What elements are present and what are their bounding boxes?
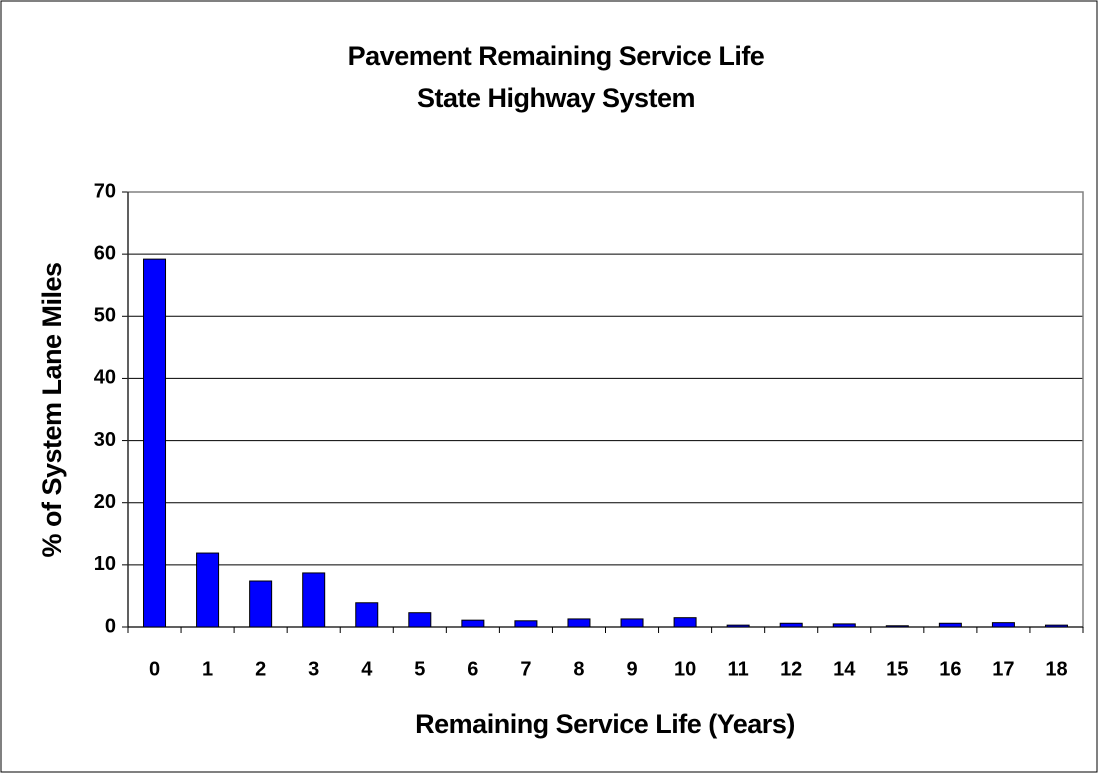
x-tick-label: 15	[886, 658, 908, 680]
x-tick-label: 11	[728, 658, 749, 680]
x-tick-label: 9	[626, 658, 637, 680]
x-tick-label: 1	[202, 658, 213, 680]
y-axis-label: % of System Lane Miles	[37, 262, 67, 557]
x-tick-label: 3	[308, 658, 319, 680]
bar	[673, 617, 697, 628]
bar	[620, 618, 644, 628]
y-tick-label: 10	[94, 553, 116, 575]
x-tick-label: 2	[255, 658, 266, 680]
bar	[991, 622, 1015, 628]
y-tick-label: 50	[94, 305, 116, 327]
y-tick-label: 70	[94, 180, 116, 202]
y-tick-label: 30	[94, 429, 116, 451]
x-tick-label: 6	[467, 658, 478, 680]
x-tick-label: 18	[1045, 658, 1067, 680]
x-tick-label: 16	[939, 658, 961, 680]
chart-subtitle: State Highway System	[417, 83, 695, 113]
x-tick-label: 14	[833, 658, 856, 680]
x-tick-label: 7	[520, 658, 531, 680]
bar	[355, 602, 379, 628]
bar	[196, 552, 220, 628]
y-tick-label: 20	[94, 491, 116, 513]
bar	[461, 619, 485, 628]
x-tick-label: 12	[780, 658, 802, 680]
y-tick-label: 40	[94, 367, 116, 389]
bar	[779, 622, 803, 628]
x-tick-label: 17	[992, 658, 1014, 680]
bar	[567, 618, 591, 628]
x-tick-label: 4	[361, 658, 373, 680]
bar	[514, 620, 538, 628]
bar	[143, 258, 167, 628]
bar	[1044, 624, 1068, 628]
x-axis-label: Remaining Service Life (Years)	[415, 709, 795, 739]
y-tick-label: 60	[94, 242, 116, 264]
y-tick-label: 0	[105, 615, 116, 637]
bar	[302, 572, 326, 628]
x-tick-label: 0	[149, 658, 160, 680]
x-tick-label: 10	[674, 658, 696, 680]
bar	[832, 623, 856, 628]
bar	[726, 624, 750, 628]
bar	[408, 612, 432, 628]
bar	[938, 622, 962, 628]
chart-title: Pavement Remaining Service Life	[348, 41, 765, 71]
x-tick-label: 8	[573, 658, 584, 680]
bar	[249, 580, 273, 628]
bar	[885, 625, 909, 628]
x-tick-label: 5	[414, 658, 425, 680]
